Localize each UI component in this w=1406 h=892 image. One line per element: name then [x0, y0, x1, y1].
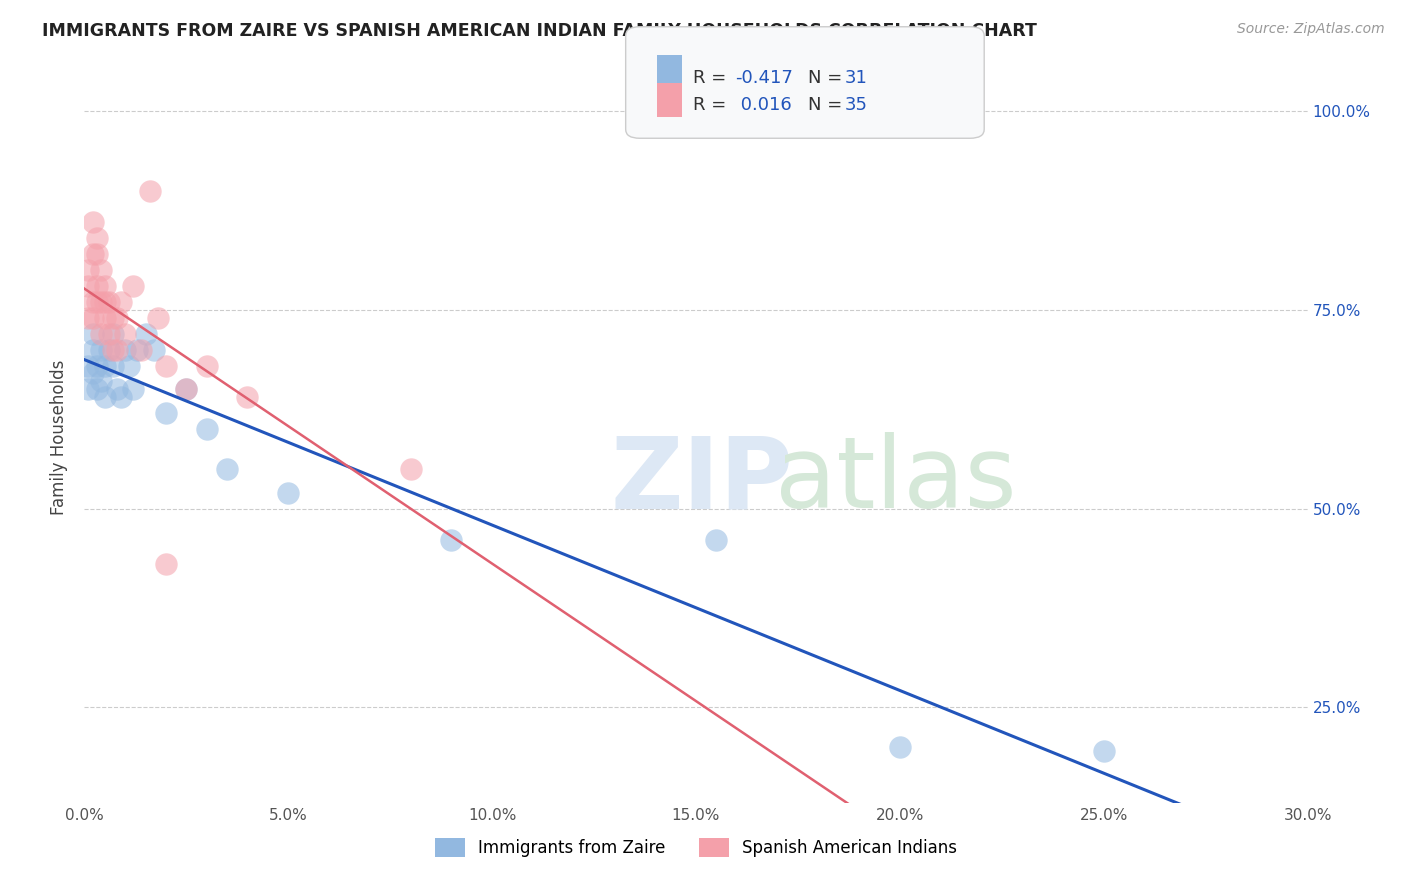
Point [97, 294, 120, 309]
Point [77, 359, 100, 373]
Text: R =: R = [693, 96, 733, 114]
Text: R =: R = [693, 69, 733, 87]
Point [82, 326, 104, 341]
Point [195, 422, 218, 436]
Point [90, 263, 112, 277]
Point [86, 383, 108, 397]
Point [138, 184, 160, 198]
Point [146, 310, 169, 325]
Point [86, 294, 108, 309]
Point [90, 326, 112, 341]
Point [86, 231, 108, 245]
Point [86, 279, 108, 293]
Point [114, 343, 136, 357]
Text: 0.016: 0.016 [735, 96, 792, 114]
Point [82, 310, 104, 325]
Point [93, 359, 115, 373]
Point [399, 462, 422, 476]
Point [82, 367, 104, 381]
Point [86, 359, 108, 373]
Point [101, 343, 124, 357]
Point [105, 383, 128, 397]
Point [155, 359, 177, 373]
Y-axis label: Family Households: Family Households [51, 359, 69, 515]
Point [101, 326, 124, 341]
Point [105, 310, 128, 325]
Point [101, 310, 124, 325]
Point [93, 279, 115, 293]
Point [90, 375, 112, 389]
Point [236, 390, 259, 404]
Text: N =: N = [808, 69, 848, 87]
Point [93, 294, 115, 309]
Text: IMMIGRANTS FROM ZAIRE VS SPANISH AMERICAN INDIAN FAMILY HOUSEHOLDS CORRELATION C: IMMIGRANTS FROM ZAIRE VS SPANISH AMERICA… [42, 22, 1038, 40]
Point [706, 533, 728, 548]
Point [77, 383, 100, 397]
Text: N =: N = [808, 96, 848, 114]
Point [82, 294, 104, 309]
Point [127, 343, 149, 357]
Point [93, 310, 115, 325]
Point [174, 383, 197, 397]
Point [142, 343, 165, 357]
Point [77, 263, 100, 277]
Point [114, 326, 136, 341]
Point [155, 558, 177, 572]
Text: -0.417: -0.417 [735, 69, 793, 87]
Point [440, 533, 463, 548]
Point [118, 359, 141, 373]
Point [90, 294, 112, 309]
Point [1092, 744, 1115, 758]
Point [97, 326, 120, 341]
Point [217, 462, 239, 476]
Point [101, 359, 124, 373]
Point [195, 359, 218, 373]
Point [82, 247, 104, 261]
Text: 31: 31 [845, 69, 868, 87]
Point [97, 343, 120, 357]
Point [110, 390, 132, 404]
Point [77, 279, 100, 293]
Point [77, 310, 100, 325]
Point [110, 294, 132, 309]
Legend: Immigrants from Zaire, Spanish American Indians: Immigrants from Zaire, Spanish American … [427, 831, 965, 864]
Text: 35: 35 [845, 96, 868, 114]
Point [93, 390, 115, 404]
Point [155, 406, 177, 420]
Point [122, 383, 145, 397]
Point [82, 215, 104, 229]
Point [105, 343, 128, 357]
Point [90, 343, 112, 357]
Point [135, 326, 157, 341]
Text: atlas: atlas [776, 433, 1017, 530]
Point [131, 343, 153, 357]
Point [122, 279, 145, 293]
Point [277, 485, 299, 500]
Text: Source: ZipAtlas.com: Source: ZipAtlas.com [1237, 22, 1385, 37]
Point [82, 343, 104, 357]
Point [86, 247, 108, 261]
Point [174, 383, 197, 397]
Text: ZIP: ZIP [610, 433, 793, 530]
Point [889, 740, 911, 755]
